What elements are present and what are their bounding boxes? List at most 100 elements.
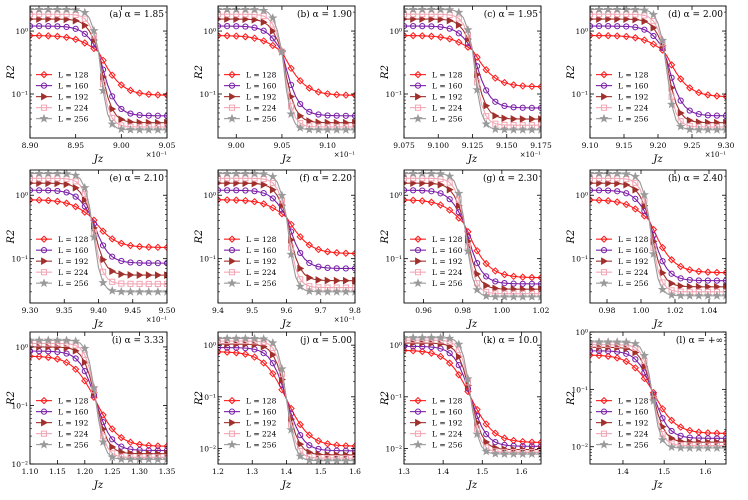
data-point — [677, 118, 684, 125]
data-point — [44, 196, 52, 205]
data-point — [623, 23, 630, 30]
data-point — [100, 255, 108, 264]
data-point — [332, 455, 342, 464]
data-point — [163, 280, 167, 287]
y-axis-label: R2 — [6, 65, 17, 80]
data-point — [632, 348, 640, 357]
x-tick-label: 1.00 — [494, 306, 511, 315]
x-tick-label: 1.10 — [22, 467, 39, 476]
data-point — [613, 354, 621, 362]
data-point — [668, 270, 675, 277]
legend-label: L = 160 — [618, 408, 649, 417]
data-point — [259, 6, 269, 15]
data-point — [136, 271, 144, 279]
data-point — [249, 6, 260, 14]
data-point — [34, 335, 44, 345]
y-tick-label: 10⁻² — [11, 460, 28, 469]
data-point — [712, 124, 722, 134]
data-point — [499, 291, 510, 301]
data-point — [71, 336, 81, 346]
data-point — [61, 6, 72, 14]
data-point — [268, 337, 278, 347]
data-point — [703, 124, 713, 134]
data-point — [622, 200, 630, 209]
data-point — [222, 6, 232, 14]
legend-marker — [414, 82, 422, 89]
data-point — [333, 265, 340, 272]
legend-marker — [415, 257, 423, 266]
data-point — [45, 179, 53, 188]
data-point — [54, 179, 62, 188]
data-point — [341, 286, 351, 296]
data-point — [603, 6, 613, 14]
panel-title: (k) α = 10.0 — [483, 335, 538, 346]
data-point — [233, 179, 241, 188]
data-point — [81, 30, 88, 37]
data-point — [473, 259, 481, 267]
data-point — [603, 170, 613, 178]
data-point — [482, 420, 490, 428]
data-point — [260, 176, 267, 183]
data-point — [491, 74, 500, 82]
data-point — [657, 284, 668, 294]
x-scale-note: ×10⁻¹ — [146, 151, 167, 159]
data-point — [45, 187, 52, 194]
data-point — [144, 454, 154, 464]
data-point — [100, 433, 107, 440]
data-point — [116, 454, 126, 464]
x-tick-label: 9.30 — [718, 141, 735, 150]
data-point — [333, 451, 341, 459]
data-point — [455, 21, 463, 29]
series-line — [404, 337, 541, 455]
legend-label: L = 256 — [58, 279, 89, 288]
series-line — [218, 18, 355, 124]
data-point — [154, 112, 161, 119]
data-point — [483, 87, 490, 94]
x-tick-label: 9.8 — [349, 306, 361, 315]
data-point — [474, 425, 481, 432]
legend-marker — [414, 70, 422, 79]
legend-marker — [413, 439, 423, 449]
data-point — [614, 188, 621, 195]
data-point — [324, 276, 332, 285]
data-point — [109, 253, 116, 260]
data-point — [631, 205, 640, 213]
legend: L = 128 L = 160 L = 192 L = 224 L = 256 — [596, 235, 649, 288]
data-point — [313, 286, 324, 296]
data-point — [408, 6, 418, 14]
data-point — [621, 170, 631, 178]
legend: L = 128 L = 160 L = 192 L = 224 L = 256 — [410, 397, 463, 450]
data-point — [286, 424, 296, 434]
data-point — [445, 6, 455, 14]
data-point — [694, 443, 704, 452]
data-point — [437, 175, 444, 183]
data-point — [501, 114, 509, 123]
data-point — [631, 364, 640, 372]
x-tick-label: 1.35 — [159, 467, 176, 476]
legend-marker — [228, 247, 236, 254]
data-point — [269, 204, 277, 212]
data-point — [350, 124, 355, 134]
data-point — [233, 23, 240, 30]
legend-label: L = 224 — [432, 104, 463, 113]
x-tick-label: 1.15 — [49, 467, 66, 476]
x-axis-label: Jz — [92, 480, 104, 491]
data-point — [437, 15, 445, 24]
data-point — [722, 277, 726, 284]
data-point — [297, 249, 304, 257]
data-point — [90, 229, 97, 236]
data-point — [251, 340, 259, 349]
data-point — [269, 41, 277, 50]
data-point — [455, 352, 463, 361]
data-point — [296, 77, 304, 85]
legend-marker — [599, 278, 609, 288]
data-point — [233, 187, 240, 194]
data-point — [722, 112, 726, 119]
data-point — [632, 179, 639, 186]
data-point — [492, 439, 499, 446]
data-point — [723, 438, 726, 447]
series-line — [404, 189, 541, 285]
data-point — [685, 124, 695, 134]
legend-label: L = 224 — [58, 430, 89, 439]
y-tick-label: 10⁻¹ — [11, 255, 28, 264]
